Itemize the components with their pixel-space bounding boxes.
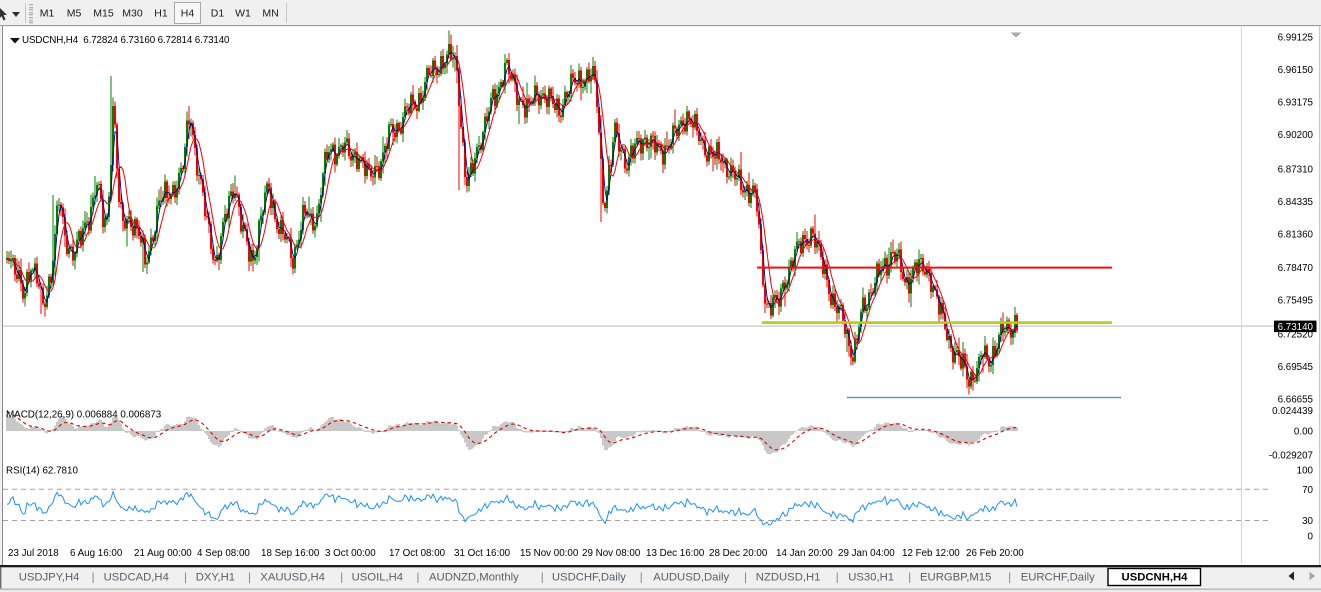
svg-text:W1: W1 — [235, 8, 251, 20]
svg-text:USDCNH,H4 6.72824 6.73160 6.7: USDCNH,H4 6.72824 6.73160 6.72814 6.7314… — [22, 35, 230, 46]
svg-text:15 Nov 00:00: 15 Nov 00:00 — [520, 548, 579, 559]
svg-text:|: | — [836, 572, 839, 584]
svg-text:0.00: 0.00 — [1294, 427, 1314, 438]
svg-text:H4: H4 — [181, 8, 195, 20]
svg-text:18 Sep 16:00: 18 Sep 16:00 — [261, 548, 320, 559]
svg-text:14 Jan 20:00: 14 Jan 20:00 — [776, 548, 833, 559]
svg-text:|: | — [92, 572, 95, 584]
svg-text:13 Dec 16:00: 13 Dec 16:00 — [646, 548, 705, 559]
svg-text:29 Jan 04:00: 29 Jan 04:00 — [838, 548, 895, 559]
svg-text:100: 100 — [1297, 466, 1314, 477]
svg-text:6.90200: 6.90200 — [1278, 130, 1314, 141]
svg-text:6.75495: 6.75495 — [1278, 295, 1314, 306]
svg-text:H1: H1 — [154, 8, 168, 20]
svg-text:MACD(12,26,9) 0.006884 0.00687: MACD(12,26,9) 0.006884 0.006873 — [6, 410, 162, 421]
svg-text:6.84335: 6.84335 — [1278, 197, 1314, 208]
svg-text:21 Aug 00:00: 21 Aug 00:00 — [134, 548, 192, 559]
svg-text:6.87310: 6.87310 — [1278, 164, 1314, 175]
svg-text:-0.029207: -0.029207 — [1269, 450, 1313, 461]
svg-text:6.73140: 6.73140 — [1278, 322, 1314, 333]
svg-text:4 Sep 08:00: 4 Sep 08:00 — [197, 548, 250, 559]
svg-text:M30: M30 — [122, 8, 143, 20]
svg-text:|: | — [248, 572, 251, 584]
svg-text:0.024439: 0.024439 — [1272, 406, 1313, 417]
svg-text:6.66655: 6.66655 — [1278, 395, 1314, 406]
svg-text:RSI(14) 62.7810: RSI(14) 62.7810 — [6, 466, 78, 477]
svg-text:0: 0 — [1308, 532, 1314, 543]
svg-text:6.99125: 6.99125 — [1278, 33, 1314, 44]
svg-text:USDCHF,Daily: USDCHF,Daily — [552, 572, 626, 584]
svg-text:EURCHF,Daily: EURCHF,Daily — [1021, 572, 1095, 584]
svg-text:D1: D1 — [211, 8, 225, 20]
svg-text:M15: M15 — [93, 8, 114, 20]
svg-text:6.93175: 6.93175 — [1278, 98, 1314, 109]
svg-text:|: | — [1008, 572, 1011, 584]
svg-text:M1: M1 — [40, 8, 55, 20]
svg-text:|: | — [541, 572, 544, 584]
svg-text:29 Nov 08:00: 29 Nov 08:00 — [582, 548, 641, 559]
svg-text:USDJPY,H4: USDJPY,H4 — [19, 572, 80, 584]
svg-text:AUDUSD,Daily: AUDUSD,Daily — [653, 572, 729, 584]
svg-text:XAUUSD,H4: XAUUSD,H4 — [260, 572, 325, 584]
svg-text:12 Feb 12:00: 12 Feb 12:00 — [902, 548, 960, 559]
svg-text:MN: MN — [262, 8, 278, 20]
svg-text:EURGBP,M15: EURGBP,M15 — [920, 572, 991, 584]
svg-text:|: | — [340, 572, 343, 584]
svg-text:|: | — [744, 572, 747, 584]
svg-text:6.96150: 6.96150 — [1278, 65, 1314, 76]
svg-text:6.81360: 6.81360 — [1278, 229, 1314, 240]
svg-text:3 Oct 00:00: 3 Oct 00:00 — [325, 548, 376, 559]
svg-text:|: | — [640, 572, 643, 584]
svg-text:US30,H1: US30,H1 — [848, 572, 894, 584]
svg-text:6.69545: 6.69545 — [1278, 362, 1314, 373]
svg-text:|: | — [908, 572, 911, 584]
svg-text:6.72520: 6.72520 — [1278, 330, 1314, 341]
svg-text:6.78470: 6.78470 — [1278, 263, 1314, 274]
svg-text:70: 70 — [1302, 485, 1313, 496]
svg-text:|: | — [184, 572, 187, 584]
svg-text:30: 30 — [1302, 516, 1313, 527]
svg-text:AUDNZD,Monthly: AUDNZD,Monthly — [429, 572, 519, 584]
svg-text:31 Oct 16:00: 31 Oct 16:00 — [454, 548, 511, 559]
svg-text:|: | — [417, 572, 420, 584]
svg-text:M5: M5 — [67, 8, 82, 20]
svg-text:6 Aug 16:00: 6 Aug 16:00 — [70, 548, 123, 559]
svg-text:23 Jul 2018: 23 Jul 2018 — [8, 548, 59, 559]
svg-text:DXY,H1: DXY,H1 — [196, 572, 235, 584]
svg-text:USDCNH,H4: USDCNH,H4 — [1122, 572, 1189, 584]
svg-text:USOIL,H4: USOIL,H4 — [352, 572, 403, 584]
svg-text:26 Feb 20:00: 26 Feb 20:00 — [966, 548, 1024, 559]
svg-text:28 Dec 20:00: 28 Dec 20:00 — [709, 548, 768, 559]
svg-text:17 Oct 08:00: 17 Oct 08:00 — [389, 548, 446, 559]
svg-text:USDCAD,H4: USDCAD,H4 — [104, 572, 169, 584]
svg-text:NZDUSD,H1: NZDUSD,H1 — [756, 572, 821, 584]
